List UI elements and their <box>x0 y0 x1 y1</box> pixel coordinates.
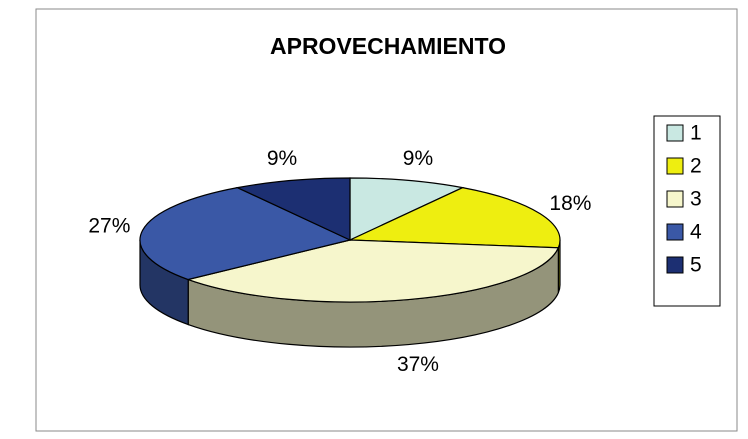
slice <box>186 239 560 303</box>
data-label: 37% <box>397 353 439 376</box>
slice <box>235 177 351 241</box>
legend-label: 2 <box>690 155 702 178</box>
slice <box>349 177 465 241</box>
legend-swatch <box>666 190 684 208</box>
legend-label: 5 <box>690 254 702 277</box>
slice <box>139 187 352 281</box>
legend-swatch <box>666 157 684 175</box>
data-label: 9% <box>267 147 297 170</box>
data-label: 18% <box>549 192 591 215</box>
legend-swatch <box>666 256 684 274</box>
legend-box <box>653 115 721 307</box>
chart-title: APROVECHAMIENTO <box>270 33 506 59</box>
slice <box>349 187 561 249</box>
legend-swatch <box>666 124 684 142</box>
legend-label: 1 <box>690 122 702 145</box>
data-label: 27% <box>88 214 130 237</box>
legend-label: 4 <box>690 221 702 244</box>
data-label: 9% <box>403 147 433 170</box>
legend-label: 3 <box>690 188 702 211</box>
legend-swatch <box>666 223 684 241</box>
